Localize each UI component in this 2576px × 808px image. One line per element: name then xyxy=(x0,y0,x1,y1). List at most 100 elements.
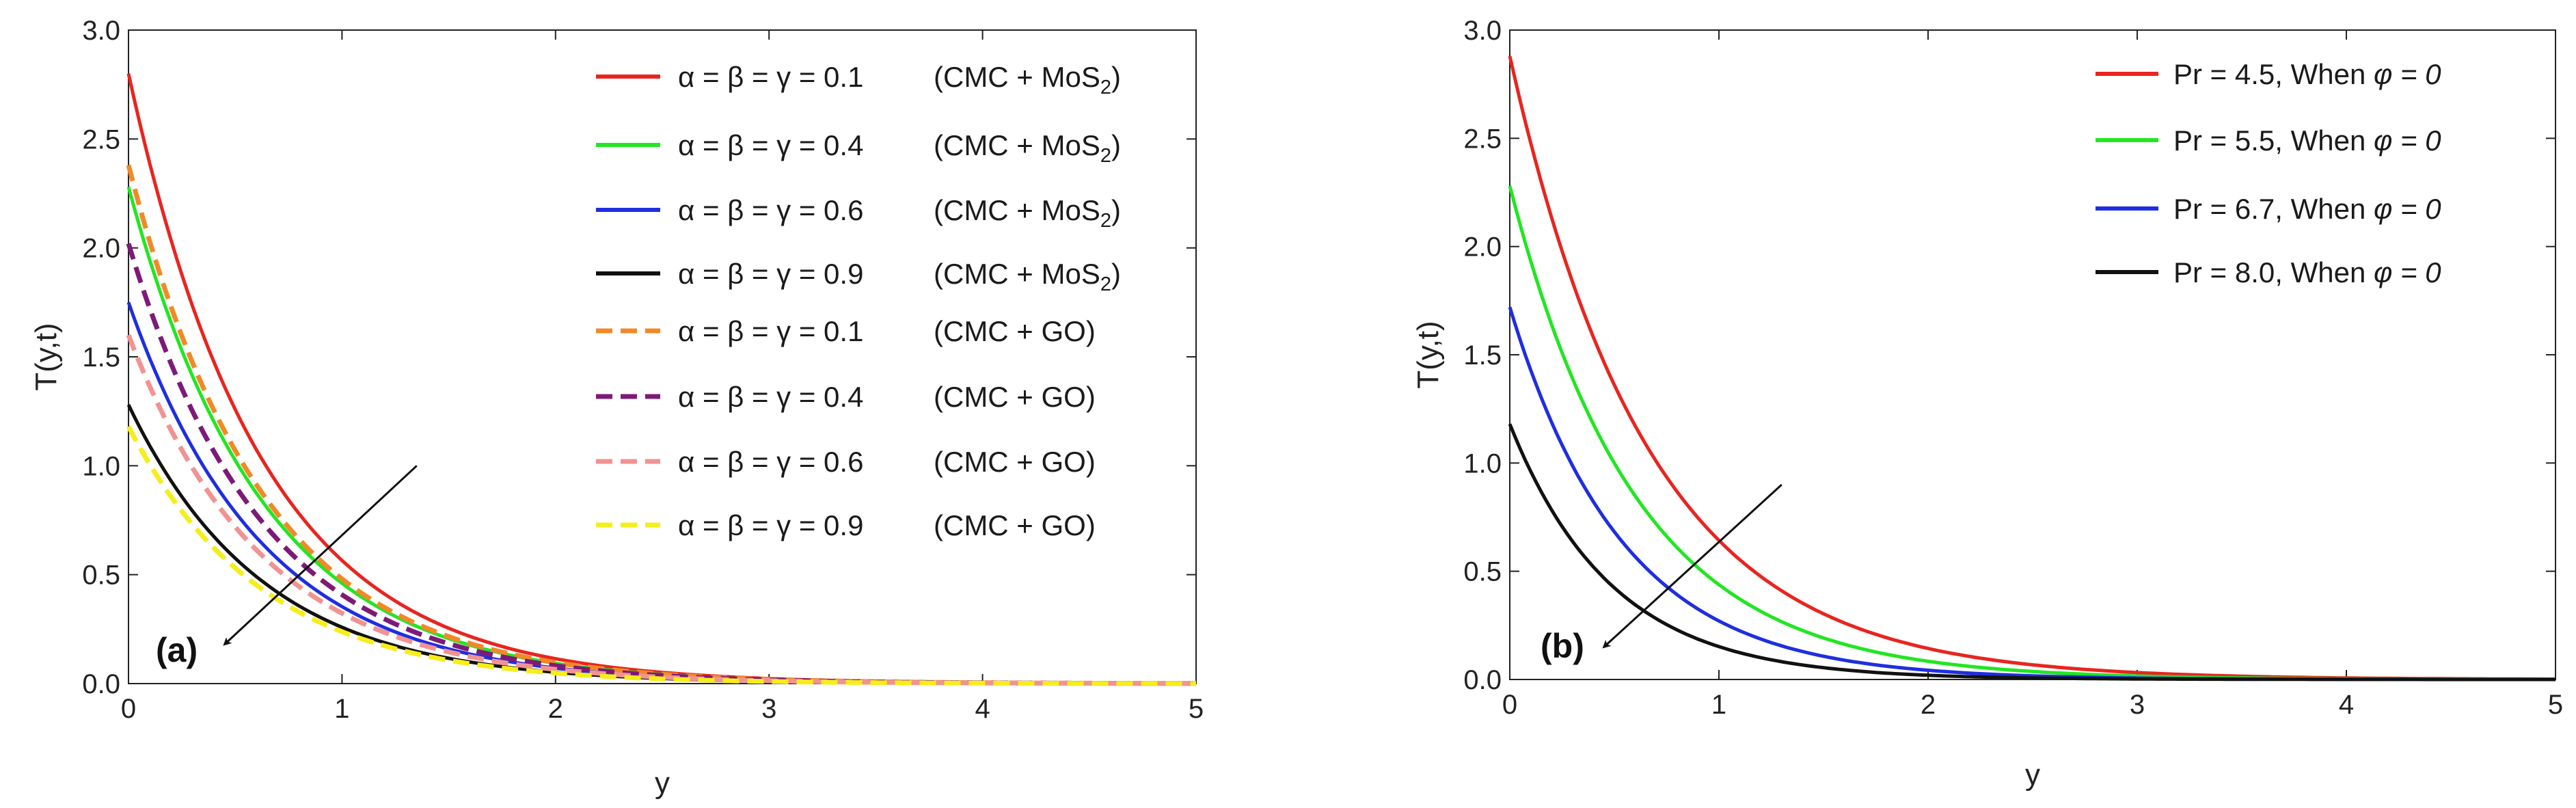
legend-entry: α = β = γ = 0.1 (CMC + GO) xyxy=(596,315,1096,347)
legend-fluid: (CMC + MoS2) xyxy=(934,258,1121,295)
y-tick-label: 0.0 xyxy=(1463,665,1502,695)
legend-entry: α = β = γ = 0.9 (CMC + GO) xyxy=(596,509,1096,541)
x-tick-label: 3 xyxy=(761,694,776,724)
legend-entry: Pr = 5.5, When φ = 0 xyxy=(2096,124,2441,157)
legend: α = β = γ = 0.1 (CMC + MoS2) α = β = γ =… xyxy=(596,61,1121,541)
legend-fluid: (CMC + GO) xyxy=(934,381,1096,413)
legend-label: α = β = γ = 0.4 xyxy=(678,381,863,413)
fluid-subscript: 2 xyxy=(1100,273,1111,295)
trend-arrow xyxy=(1602,483,1782,649)
chart-panel-a: 0 1 2 3 4 5 0.0 0.5 1.0 1.5 2.0 2.5 3.0 … xyxy=(29,16,1204,800)
legend-label: α = β = γ = 0.1 xyxy=(678,315,863,347)
y-tick-label: 2.5 xyxy=(1463,124,1502,154)
legend-entry: Pr = 4.5, When φ = 0 xyxy=(2096,58,2441,90)
y-tick-label: 3.0 xyxy=(82,16,120,46)
series-line xyxy=(126,425,1196,686)
trend-arrow xyxy=(223,465,418,646)
x-axis-label: y xyxy=(655,766,670,800)
x-tick-labels: 0 1 2 3 4 5 xyxy=(121,694,1204,724)
x-tick-label: 4 xyxy=(975,694,990,724)
legend-text: Pr = 6.7, When xyxy=(2173,193,2374,225)
y-tick-label: 0.5 xyxy=(82,561,120,591)
y-tick-label: 3.0 xyxy=(1463,16,1502,46)
fluid-subscript: 2 xyxy=(1100,77,1111,98)
legend-entry: α = β = γ = 0.4 (CMC + GO) xyxy=(596,381,1096,413)
x-tick-label: 0 xyxy=(1502,690,1517,720)
legend-label: α = β = γ = 0.6 xyxy=(678,446,863,478)
x-tick-label: 4 xyxy=(2339,690,2354,720)
series-line xyxy=(126,301,1196,686)
legend-label: Pr = 6.7, When φ = 0 xyxy=(2173,193,2441,225)
legend-phi: φ = 0 xyxy=(2374,124,2441,157)
fluid-text: (CMC + MoS xyxy=(934,129,1100,161)
legend-phi: φ = 0 xyxy=(2374,256,2441,288)
legend-phi: φ = 0 xyxy=(2374,58,2441,90)
y-tick-label: 2.0 xyxy=(1463,232,1502,262)
legend-fluid: (CMC + GO) xyxy=(934,315,1096,347)
x-tick-labels: 0 1 2 3 4 5 xyxy=(1502,690,2563,720)
tick-marks xyxy=(128,29,1197,684)
legend-label: Pr = 8.0, When φ = 0 xyxy=(2173,256,2441,288)
legend-entry: α = β = γ = 0.6 (CMC + GO) xyxy=(596,446,1096,478)
fluid-close: ) xyxy=(1111,129,1121,161)
y-tick-labels: 0.0 0.5 1.0 1.5 2.0 2.5 3.0 xyxy=(82,16,120,699)
legend-text: Pr = 5.5, When xyxy=(2173,124,2374,157)
chart-panel-b: 0 1 2 3 4 5 0.0 0.5 1.0 1.5 2.0 2.5 3.0 … xyxy=(1411,16,2563,792)
y-axis-label: T(y,t) xyxy=(1411,321,1445,388)
legend-label: Pr = 5.5, When φ = 0 xyxy=(2173,124,2441,157)
tick-marks xyxy=(1509,29,2556,680)
legend-fluid: (CMC + MoS2) xyxy=(934,129,1121,167)
x-tick-label: 5 xyxy=(2548,690,2563,720)
x-tick-label: 0 xyxy=(121,694,136,724)
fluid-subscript: 2 xyxy=(1100,145,1111,167)
x-tick-label: 1 xyxy=(1711,690,1726,720)
y-tick-label: 1.0 xyxy=(82,451,120,481)
y-tick-label: 0.5 xyxy=(1463,557,1502,587)
x-tick-label: 3 xyxy=(2130,690,2145,720)
series-group xyxy=(126,73,1197,686)
legend-label: α = β = γ = 0.6 xyxy=(678,194,863,226)
legend-label: α = β = γ = 0.9 xyxy=(678,258,863,290)
fluid-text: (CMC + MoS xyxy=(934,61,1100,93)
fluid-close: ) xyxy=(1111,258,1121,290)
y-tick-label: 2.5 xyxy=(82,124,120,154)
fluid-text: (CMC + GO) xyxy=(934,509,1096,541)
fluid-text: (CMC + GO) xyxy=(934,381,1096,413)
fluid-text: (CMC + GO) xyxy=(934,446,1096,478)
legend-entry: Pr = 6.7, When φ = 0 xyxy=(2096,193,2441,225)
fluid-subscript: 2 xyxy=(1100,210,1111,232)
fluid-text: (CMC + MoS xyxy=(934,258,1100,290)
y-tick-label: 1.5 xyxy=(82,342,120,373)
y-tick-label: 0.0 xyxy=(82,669,120,699)
fluid-text: (CMC + GO) xyxy=(934,315,1096,347)
y-tick-labels: 0.0 0.5 1.0 1.5 2.0 2.5 3.0 xyxy=(1463,16,1502,695)
legend-fluid: (CMC + MoS2) xyxy=(934,61,1121,98)
legend-label: α = β = γ = 0.1 xyxy=(678,61,863,93)
x-tick-label: 1 xyxy=(334,694,349,724)
legend-label: α = β = γ = 0.4 xyxy=(678,129,863,161)
y-tick-label: 2.0 xyxy=(82,234,120,264)
fluid-close: ) xyxy=(1111,194,1121,226)
x-axis-label: y xyxy=(2025,758,2040,792)
legend-entry: α = β = γ = 0.6 (CMC + MoS2) xyxy=(596,194,1121,232)
y-axis-label: T(y,t) xyxy=(29,323,63,390)
legend: Pr = 4.5, When φ = 0 Pr = 5.5, When φ = … xyxy=(2096,58,2441,288)
x-tick-label: 5 xyxy=(1189,694,1204,724)
legend-fluid: (CMC + GO) xyxy=(934,509,1096,541)
x-tick-label: 2 xyxy=(1921,690,1936,720)
legend-entry: α = β = γ = 0.9 (CMC + MoS2) xyxy=(596,258,1121,295)
legend-label: Pr = 4.5, When φ = 0 xyxy=(2173,58,2441,90)
legend-label: α = β = γ = 0.9 xyxy=(678,509,863,541)
legend-entry: α = β = γ = 0.1 (CMC + MoS2) xyxy=(596,61,1121,98)
y-tick-label: 1.0 xyxy=(1463,448,1502,479)
legend-entry: α = β = γ = 0.4 (CMC + MoS2) xyxy=(596,129,1121,167)
legend-phi: φ = 0 xyxy=(2374,193,2441,225)
series-line xyxy=(126,164,1196,686)
series-group xyxy=(1508,55,2555,682)
series-line xyxy=(126,73,1196,686)
legend-fluid: (CMC + MoS2) xyxy=(934,194,1121,232)
fluid-text: (CMC + MoS xyxy=(934,194,1100,226)
fluid-close: ) xyxy=(1111,61,1121,93)
legend-text: Pr = 4.5, When xyxy=(2173,58,2374,90)
